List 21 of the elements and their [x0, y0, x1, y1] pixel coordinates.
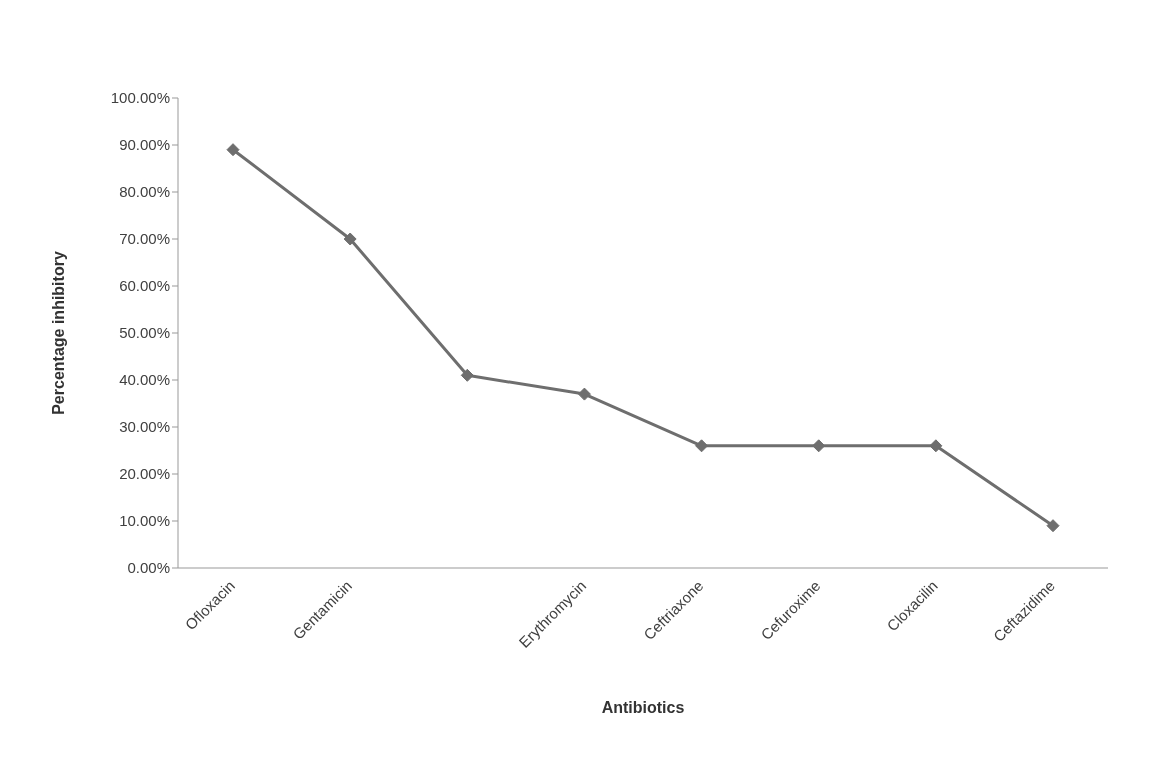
point	[929, 439, 943, 453]
y-tick-label: 90.00%	[119, 136, 170, 154]
y-tick-label: 60.00%	[119, 277, 170, 295]
y-axis-title: Percentage inhibitory	[49, 251, 67, 415]
point	[577, 387, 591, 401]
y-tick-label: 20.00%	[119, 465, 170, 483]
y-tick-label: 50.00%	[119, 324, 170, 342]
point	[1046, 519, 1060, 533]
point	[812, 439, 826, 453]
point	[460, 368, 474, 382]
y-tick-label: 10.00%	[119, 512, 170, 530]
y-tick-label: 80.00%	[119, 183, 170, 201]
y-tick-label: 100.00%	[110, 89, 170, 107]
point	[226, 143, 240, 157]
point	[695, 439, 709, 453]
point	[343, 232, 357, 246]
y-tick-label: 40.00%	[119, 371, 170, 389]
x-axis-title: Antibiotics	[601, 699, 685, 716]
y-tick-label: 30.00%	[119, 418, 170, 436]
y-tick-label: 0.00%	[127, 559, 170, 577]
y-tick-label: 70.00%	[119, 230, 170, 248]
